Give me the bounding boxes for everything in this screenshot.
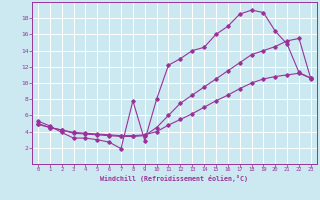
X-axis label: Windchill (Refroidissement éolien,°C): Windchill (Refroidissement éolien,°C): [100, 175, 248, 182]
